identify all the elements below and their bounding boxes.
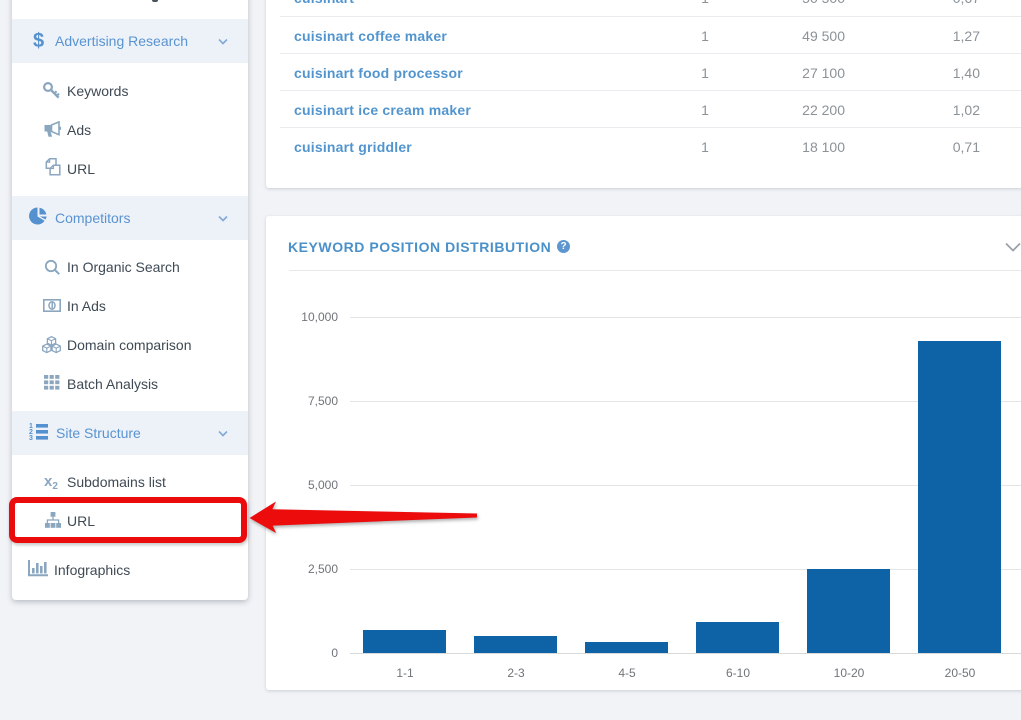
svg-text:1: 1	[29, 423, 33, 430]
svg-text:3: 3	[29, 435, 33, 441]
svg-text:2: 2	[29, 429, 33, 436]
